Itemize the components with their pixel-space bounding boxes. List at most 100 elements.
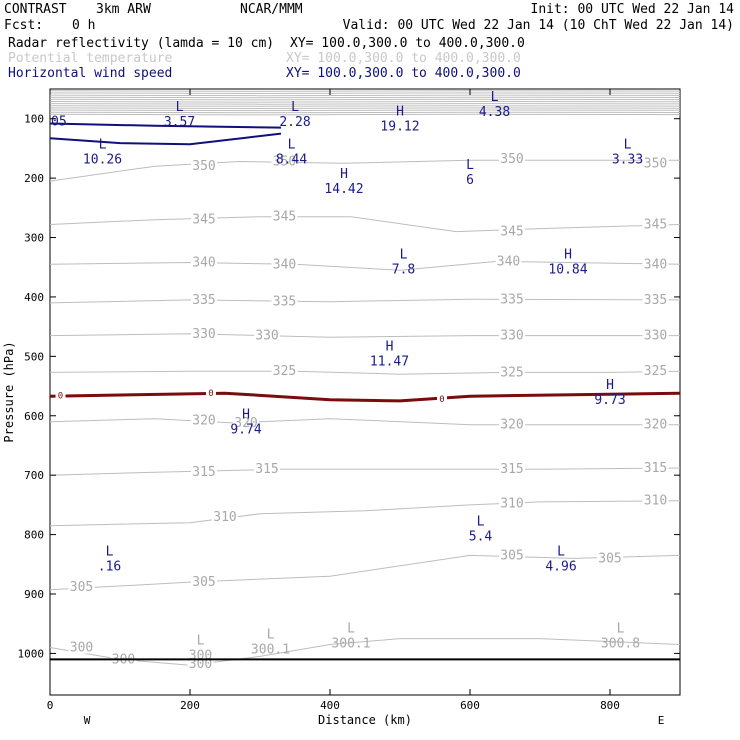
theta-extremum-type: L [347, 622, 355, 637]
theta-label: 335 [644, 293, 667, 308]
theta-label: 340 [644, 257, 667, 272]
y-tick-label: 200 [24, 172, 44, 185]
theta-label-bg [191, 291, 217, 306]
theta-label: 335 [500, 292, 523, 307]
upper-theta-line [49, 90, 681, 92]
theta-label-bg [499, 364, 525, 379]
theta-label-bg [499, 223, 525, 238]
extremum-type: L [291, 100, 299, 115]
extremum-type: H [396, 105, 404, 120]
extremum-value: 8.44 [276, 152, 307, 167]
theta-label: 315 [500, 462, 523, 477]
theta-label-bg [191, 574, 217, 589]
theta-label: 350 [273, 154, 296, 169]
theta-label: 330 [192, 327, 215, 342]
theta-label: 325 [500, 365, 523, 380]
theta-label-bg [642, 492, 669, 507]
extremum-value: 10.26 [83, 152, 122, 167]
east-label: E [658, 714, 665, 727]
theta-label-bg [499, 547, 525, 562]
theta-label: 310 [644, 494, 667, 509]
theta-label: 305 [598, 551, 621, 566]
theta-label: 345 [192, 213, 215, 228]
theta-label-bg [499, 327, 525, 342]
zero-label: 0 [208, 389, 213, 399]
x-tick-label: 400 [320, 699, 340, 712]
extremum-value: 9.74 [230, 423, 261, 438]
theta-label-bg [642, 416, 669, 431]
init-time: Init: 00 UTC Wed 22 Jan 14 [531, 2, 735, 17]
extremum-value: 11.47 [370, 354, 409, 369]
theta-extremum-value: 300.1 [331, 637, 370, 652]
theta-contour-335 [49, 298, 681, 304]
valid-time: Valid: 00 UTC Wed 22 Jan 14 (10 ChT Wed … [343, 18, 734, 33]
wind-contour-upper-line [49, 122, 282, 129]
theta-contour-345 [49, 216, 681, 233]
theta-label: 330 [500, 329, 523, 344]
y-tick-label: 800 [24, 529, 44, 542]
theta-label: 310 [500, 497, 523, 512]
legend-wind: Horizontal wind speed [8, 66, 172, 81]
extremum-value: 6 [466, 173, 474, 188]
y-tick-label: 500 [24, 350, 44, 363]
theta-label-bg [254, 327, 280, 342]
theta-contour-320 [49, 418, 680, 426]
theta-label-bg [499, 416, 525, 431]
theta-label-bg [68, 639, 95, 654]
model-name: 3km ARW [96, 2, 151, 17]
theta-label-bg [191, 325, 217, 340]
upper-theta-line [49, 111, 681, 114]
extremum-type: L [624, 137, 632, 152]
x-tick-label: 600 [460, 699, 480, 712]
theta-contour-325 [49, 370, 681, 375]
theta-label-bg [597, 550, 623, 565]
upper-theta-line [49, 109, 681, 112]
extremum-value: 4.38 [479, 105, 510, 120]
y-tick-label: 400 [24, 291, 44, 304]
extremum-value: 9.73 [594, 393, 625, 408]
wind-contour-label: 05 [51, 115, 67, 130]
x-tick-label: 800 [600, 699, 620, 712]
fcst-label: Fcst: [4, 18, 43, 33]
extremum-type: L [400, 247, 408, 262]
theta-contours: 350 350 350 350 345 345 345 345 340 340 340 340 335 3… [49, 151, 681, 672]
theta-label: 305 [70, 580, 93, 595]
extremum-type: L [288, 137, 296, 152]
extremum-value: 10.84 [548, 262, 587, 277]
theta-label: 300 [70, 640, 93, 655]
zero-contour-line [49, 391, 681, 403]
upper-theta-line [49, 105, 681, 107]
y-tick-label: 700 [24, 469, 44, 482]
theta-label: 320 [644, 418, 667, 433]
theta-label: 330 [644, 329, 667, 344]
theta-extremum-type: L [617, 622, 625, 637]
theta-label-bg [233, 414, 259, 429]
fcst-value: 0 h [72, 18, 95, 33]
theta-label: 340 [192, 255, 215, 270]
zero-label-bg [206, 388, 216, 399]
legend-reflectivity-xy: XY= 100.0,300.0 to 400.0,300.0 [290, 36, 525, 51]
theta-label-bg [191, 254, 217, 269]
theta-label: 350 [500, 152, 523, 167]
extremum-value: 19.12 [380, 120, 419, 135]
upper-theta-band [49, 90, 681, 116]
y-tick-label: 300 [24, 232, 44, 245]
extremum-type: H [242, 408, 250, 423]
y-tick-label: 900 [24, 588, 44, 601]
theta-label: 320 [192, 414, 215, 429]
theta-contour-340 [49, 260, 681, 271]
y-tick-label: 100 [24, 113, 44, 126]
theta-label: 340 [273, 257, 296, 272]
extremum-type: H [606, 378, 614, 393]
theta-label-bg [642, 256, 669, 271]
extremum-type: H [340, 167, 348, 182]
west-label: W [84, 714, 91, 727]
theta-label-bg [495, 253, 522, 268]
zero-label: 0 [58, 392, 63, 402]
theta-label: 335 [273, 295, 296, 310]
theta-extremum-value: 300 [189, 649, 212, 664]
theta-label-bg [212, 508, 238, 523]
theta-label-bg [642, 460, 669, 475]
theta-label-bg [68, 578, 95, 593]
